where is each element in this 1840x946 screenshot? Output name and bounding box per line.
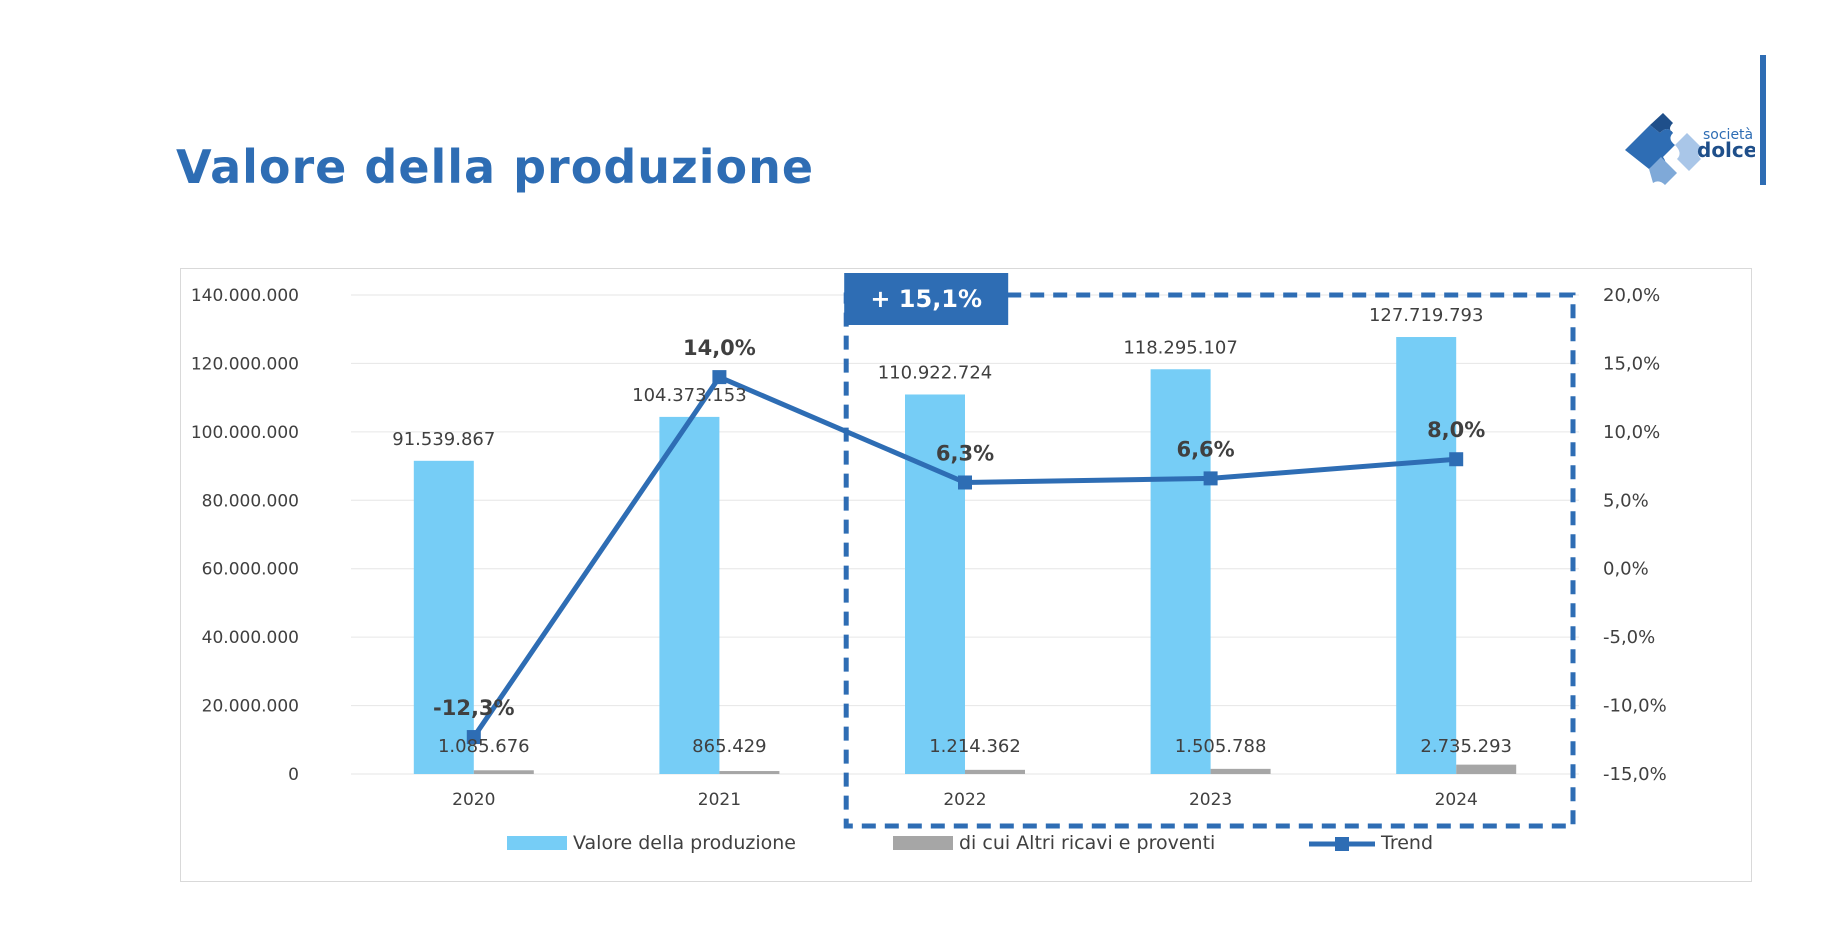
trend-label: 6,6% [1176, 437, 1234, 461]
y-left-tick-label: 60.000.000 [202, 560, 299, 580]
legend-layer: Valore della produzione di cui Altri rica… [507, 832, 1433, 854]
bar-altri-ricavi [1210, 768, 1271, 774]
x-tick-label: 2024 [1435, 790, 1478, 810]
company-logo: società dolce [1625, 113, 1755, 185]
y-right-tick-label: 5,0% [1603, 490, 1649, 511]
y-left-tick-label: 80.000.000 [202, 491, 299, 511]
puzzle-logo-icon [1625, 113, 1701, 185]
bar-altri-ricavi-label: 2.735.293 [1420, 736, 1512, 757]
axes-layer: 0 20.000.000 40.000.000 60.000.000 80.000.00… [191, 285, 1667, 810]
trend-label: 8,0% [1427, 418, 1485, 442]
highlight-badge [844, 273, 1009, 325]
y-left-tick-label: 120.000.000 [191, 354, 299, 374]
trend-label: -12,3% [433, 696, 515, 720]
legend-label-altri: di cui Altri ricavi e proventi [959, 832, 1215, 854]
bar-valore [905, 394, 965, 774]
y-right-tick-label: 15,0% [1603, 353, 1660, 374]
x-tick-label: 2023 [1189, 790, 1232, 810]
x-tick-label: 2020 [452, 790, 495, 810]
x-tick-label: 2021 [698, 790, 741, 810]
bar-altri-ricavi-label: 865.429 [692, 736, 766, 757]
bars-layer [413, 337, 1517, 774]
bar-valore-label: 91.539.867 [392, 429, 495, 450]
y-right-tick-label: 0,0% [1603, 559, 1649, 580]
trend-line-layer [466, 370, 1464, 745]
bar-altri-ricavi-label: 1.214.362 [929, 736, 1021, 757]
logo-text-line1: società [1703, 127, 1753, 143]
y-right-tick-label: -5,0% [1603, 627, 1655, 648]
page-title: Valore della produzione [176, 140, 815, 194]
highlight-layer: + 15,1% [843, 273, 1576, 829]
bar-valore-label: 110.922.724 [878, 362, 993, 383]
trend-label: 14,0% [683, 336, 756, 360]
legend-marker-trend [1335, 837, 1349, 851]
logo-text-line2: dolce [1697, 138, 1755, 162]
trend-marker [466, 730, 481, 745]
bar-altri-ricavi [473, 770, 534, 774]
trend-marker [958, 475, 972, 490]
y-right-tick-label: -10,0% [1603, 696, 1667, 717]
bar-valore [659, 416, 720, 774]
bar-altri-ricavi-label: 1.505.788 [1175, 736, 1267, 757]
trend-marker [712, 370, 727, 385]
labels-layer: 91.539.867 104.373.153 110.922.724 118.295.… [392, 305, 1512, 757]
chart-container: + 15,1% 91.539.867 104.373.153 110.922.724… [180, 268, 1752, 882]
legend-label-valore: Valore della produzione [573, 832, 796, 854]
bar-valore-label: 118.295.107 [1123, 337, 1238, 358]
bar-altri-ricavi [965, 769, 1025, 774]
y-right-tick-label: 10,0% [1603, 422, 1660, 443]
x-tick-label: 2022 [943, 790, 986, 810]
highlight-badge-label: + 15,1% [870, 285, 982, 313]
bar-altri-ricavi [1456, 764, 1517, 774]
trend-label: 6,3% [936, 441, 994, 465]
bar-valore-label: 104.373.153 [632, 385, 747, 406]
y-left-tick-label: 20.000.000 [202, 697, 299, 717]
bar-valore [413, 460, 474, 774]
bar-valore-label: 127.719.793 [1369, 305, 1484, 326]
y-left-tick-label: 140.000.000 [191, 286, 299, 306]
bar-valore [1396, 337, 1457, 774]
y-right-tick-label: 20,0% [1603, 285, 1660, 306]
chart-svg: + 15,1% 91.539.867 104.373.153 110.922.724… [191, 273, 1667, 854]
y-right-tick-label: -15,0% [1603, 764, 1667, 785]
legend-swatch-valore [507, 836, 567, 850]
trend-marker [1203, 471, 1218, 486]
legend-swatch-altri [893, 836, 953, 850]
trend-marker [1449, 452, 1464, 467]
highlight-dashed-box [843, 292, 1576, 829]
bar-valore [1150, 369, 1211, 774]
bar-altri-ricavi [719, 771, 780, 774]
bar-altri-ricavi-label: 1.085.676 [438, 736, 530, 757]
legend-label-trend: Trend [1380, 832, 1433, 854]
y-left-tick-label: 0 [288, 765, 299, 785]
y-left-tick-label: 40.000.000 [202, 628, 299, 648]
accent-bar [1760, 55, 1766, 185]
y-left-tick-label: 100.000.000 [191, 423, 299, 443]
